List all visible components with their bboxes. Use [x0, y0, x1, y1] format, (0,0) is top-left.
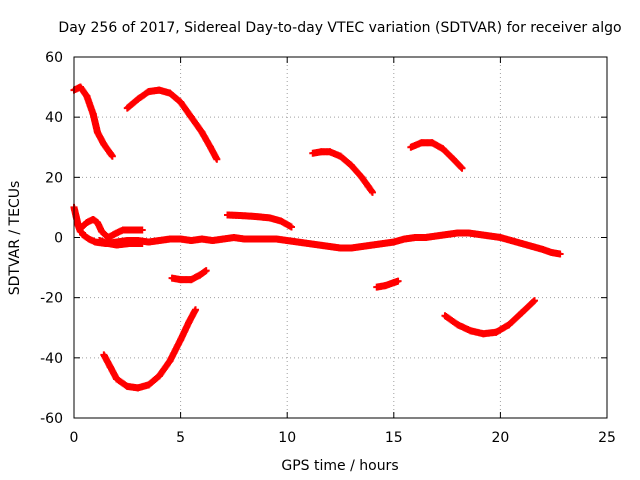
data-point: [529, 298, 537, 306]
y-tick-label: 60: [45, 50, 63, 66]
series-arc-10: [168, 267, 210, 284]
data-point: [287, 223, 295, 231]
x-tick-label: 0: [70, 430, 79, 446]
series-arc-7: [76, 215, 146, 241]
data-point: [108, 152, 116, 160]
data-point: [394, 277, 402, 285]
data-points: [70, 83, 564, 392]
data-point: [202, 267, 210, 275]
y-tick-label: -20: [40, 291, 63, 307]
series-arc-9: [96, 237, 146, 249]
x-tick-label: 10: [278, 430, 296, 446]
grid-lines: [73, 56, 608, 419]
data-point: [138, 226, 146, 234]
y-tick-label: -40: [40, 351, 63, 367]
data-point: [138, 240, 146, 248]
series-arc-3: [309, 148, 376, 196]
series-arc-8: [79, 229, 564, 258]
data-point: [213, 155, 221, 163]
y-tick-label: 40: [45, 110, 63, 126]
data-point: [192, 306, 200, 314]
data-point: [531, 297, 539, 305]
x-tick-labels: 0 5 10 15 20 25: [70, 430, 616, 446]
series-arc-11: [373, 277, 402, 291]
x-tick-label: 20: [491, 430, 509, 446]
plot-frame: [73, 56, 608, 419]
data-point: [368, 188, 376, 196]
y-tick-labels: -60 -40 -20 0 20 40 60: [40, 50, 63, 427]
series-arc-4: [407, 139, 466, 172]
x-tick-label: 5: [176, 430, 185, 446]
data-point: [458, 164, 466, 172]
x-axis-label: GPS time / hours: [281, 458, 398, 474]
x-tick-label: 15: [385, 430, 403, 446]
y-tick-label: 20: [45, 170, 63, 186]
series-arc-12: [100, 306, 200, 392]
y-tick-label: -60: [40, 411, 63, 427]
series-arc-1: [70, 83, 116, 160]
series-arc-2: [123, 86, 221, 163]
x-tick-label: 25: [598, 430, 616, 446]
chart-title: Day 256 of 2017, Sidereal Day-to-day VTE…: [58, 20, 621, 36]
data-point: [556, 250, 564, 258]
y-tick-label: 0: [54, 231, 63, 247]
series-arc-13: [441, 297, 539, 338]
series-arc-5: [224, 211, 295, 231]
y-axis-label: SDTVAR / TECUs: [7, 181, 23, 296]
series-arc-6: [70, 203, 87, 237]
